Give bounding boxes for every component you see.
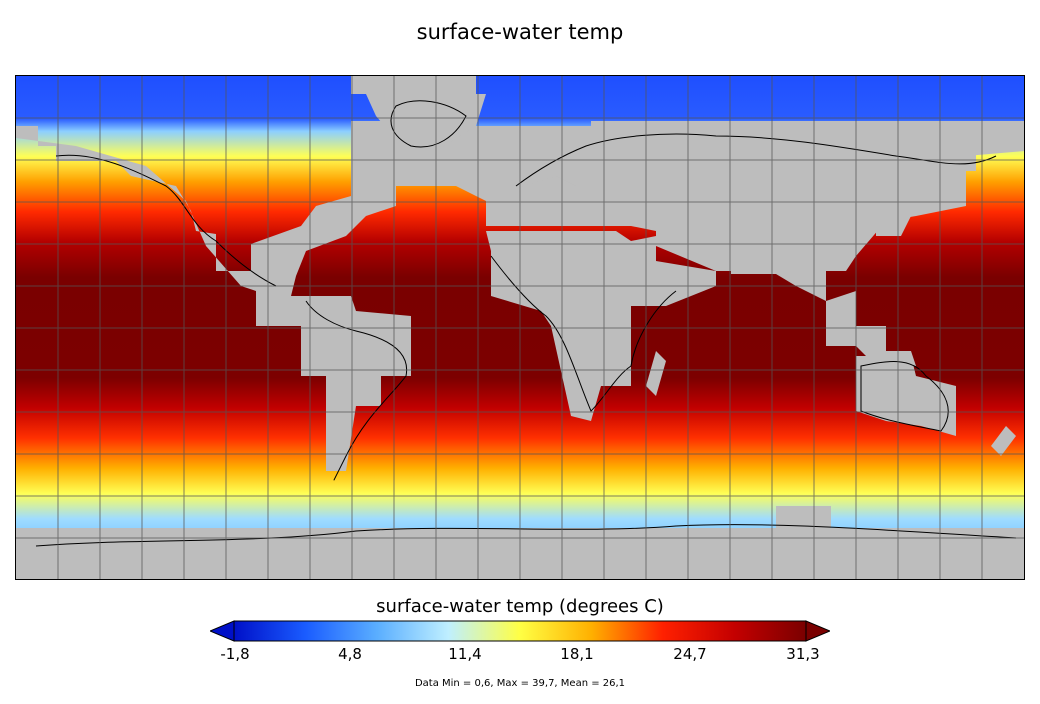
- colorbar-gradient: [233, 620, 807, 642]
- colorbar-tick: 31,3: [786, 645, 820, 663]
- data-stats: Data Min = 0,6, Max = 39,7, Mean = 26,1: [414, 678, 626, 689]
- colorbar-ticks: -1,8 4,8 11,4 18,1 24,7 31,3: [0, 645, 1040, 665]
- colorbar: [210, 620, 830, 642]
- land-australia: [856, 356, 956, 436]
- colorbar-tick: 11,4: [448, 645, 482, 663]
- world-map: [15, 75, 1025, 580]
- land-japan: [876, 201, 911, 236]
- land-africa: [486, 231, 716, 421]
- land-new-zealand: [991, 426, 1016, 456]
- colorbar-under-arrow: [210, 620, 235, 642]
- lat-lon-grid: [16, 76, 1024, 579]
- map-title: surface-water temp: [416, 20, 624, 44]
- land-eurasia: [506, 126, 1024, 301]
- colorbar-tick: -1,8: [220, 645, 250, 663]
- land-madagascar: [646, 351, 666, 396]
- colorbar-title: surface-water temp (degrees C): [376, 596, 664, 617]
- land-greenland: [366, 94, 486, 151]
- colorbar-tick: 24,7: [673, 645, 707, 663]
- colorbar-tick: 4,8: [338, 645, 362, 663]
- colorbar-tick: 18,1: [560, 645, 594, 663]
- colorbar-over-arrow: [805, 620, 830, 642]
